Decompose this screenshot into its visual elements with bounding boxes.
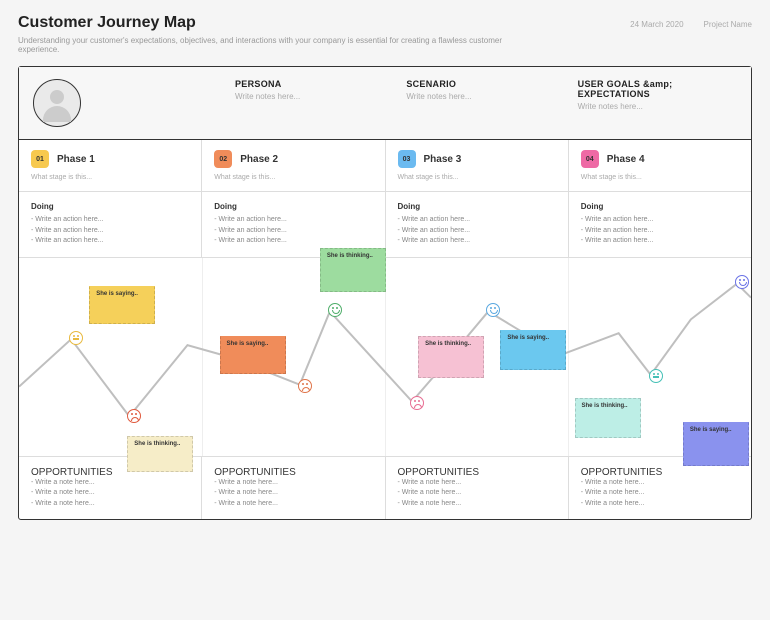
mood-face-icon (735, 275, 749, 289)
phase-name: Phase 4 (607, 154, 645, 165)
mood-face-icon (127, 409, 141, 423)
speech-note[interactable]: She is saying.. (89, 286, 155, 324)
doing-item[interactable]: - Write an action here... (581, 236, 739, 247)
phase-name: Phase 2 (240, 154, 278, 165)
speech-note[interactable]: She is saying.. (220, 336, 286, 374)
persona-label: PERSONA (235, 79, 394, 89)
mood-face-icon (486, 303, 500, 317)
journey-card: PERSONA Write notes here... SCENARIO Wri… (18, 66, 752, 520)
thought-note[interactable]: She is thinking.. (127, 436, 193, 472)
page-title: Customer Journey Map (18, 14, 518, 32)
phase-badge: 01 (31, 150, 49, 168)
doing-item[interactable]: - Write an action here... (398, 236, 556, 247)
opportunity-item[interactable]: - Write a note here... (214, 478, 372, 489)
phase-badge: 04 (581, 150, 599, 168)
opportunity-item[interactable]: - Write a note here... (31, 478, 189, 489)
opportunity-item[interactable]: - Write a note here... (214, 488, 372, 499)
phase-name: Phase 1 (57, 154, 95, 165)
doing-label: Doing (581, 202, 739, 211)
opportunity-item[interactable]: - Write a note here... (398, 499, 556, 510)
mood-face-icon (410, 396, 424, 410)
phase-badge: 02 (214, 150, 232, 168)
mood-face-icon (649, 369, 663, 383)
opportunity-item[interactable]: - Write a note here... (31, 499, 189, 510)
doing-item[interactable]: - Write an action here... (214, 215, 372, 226)
phases-row: 01 Phase 1 What stage is this... 02 Phas… (19, 140, 751, 192)
journey-area: She is saying..She is thinking..She is s… (19, 257, 751, 457)
phase-subtitle[interactable]: What stage is this... (214, 174, 372, 181)
opportunity-item[interactable]: - Write a note here... (398, 488, 556, 499)
doc-project: Project Name (704, 20, 752, 29)
opportunities-label: OPPORTUNITIES (398, 467, 556, 478)
doing-item[interactable]: - Write an action here... (214, 236, 372, 247)
goals-label: USER GOALS &amp; EXPECTATIONS (578, 79, 737, 99)
opportunity-item[interactable]: - Write a note here... (398, 478, 556, 489)
doc-date: 24 March 2020 (630, 20, 683, 29)
mood-face-icon (69, 331, 83, 345)
phase-name: Phase 3 (424, 154, 462, 165)
doing-label: Doing (31, 202, 189, 211)
thought-note[interactable]: She is thinking.. (575, 398, 641, 438)
mood-face-icon (298, 379, 312, 393)
thought-note[interactable]: She is thinking.. (320, 248, 386, 292)
page-subtitle: Understanding your customer's expectatio… (18, 36, 518, 54)
doing-item[interactable]: - Write an action here... (31, 236, 189, 247)
doing-label: Doing (398, 202, 556, 211)
opportunity-item[interactable]: - Write a note here... (581, 499, 739, 510)
doing-item[interactable]: - Write an action here... (398, 215, 556, 226)
phase-badge: 03 (398, 150, 416, 168)
speech-note[interactable]: She is saying.. (500, 330, 566, 370)
doing-label: Doing (214, 202, 372, 211)
scenario-label: SCENARIO (406, 79, 565, 89)
opportunity-item[interactable]: - Write a note here... (214, 499, 372, 510)
doing-item[interactable]: - Write an action here... (214, 226, 372, 237)
mood-face-icon (328, 303, 342, 317)
scenario-notes[interactable]: Write notes here... (406, 92, 565, 101)
phase-subtitle[interactable]: What stage is this... (581, 174, 739, 181)
opportunity-item[interactable]: - Write a note here... (581, 488, 739, 499)
phase-subtitle[interactable]: What stage is this... (398, 174, 556, 181)
thought-note[interactable]: She is thinking.. (418, 336, 484, 378)
doing-item[interactable]: - Write an action here... (398, 226, 556, 237)
opportunities-label: OPPORTUNITIES (581, 467, 739, 478)
persona-notes[interactable]: Write notes here... (235, 92, 394, 101)
doing-item[interactable]: - Write an action here... (581, 215, 739, 226)
phase-subtitle[interactable]: What stage is this... (31, 174, 189, 181)
opportunity-item[interactable]: - Write a note here... (581, 478, 739, 489)
doing-item[interactable]: - Write an action here... (581, 226, 739, 237)
goals-notes[interactable]: Write notes here... (578, 102, 737, 111)
speech-note[interactable]: She is saying.. (683, 422, 749, 466)
persona-avatar (33, 79, 81, 127)
doing-item[interactable]: - Write an action here... (31, 215, 189, 226)
doing-item[interactable]: - Write an action here... (31, 226, 189, 237)
opportunity-item[interactable]: - Write a note here... (31, 488, 189, 499)
opportunities-label: OPPORTUNITIES (214, 467, 372, 478)
